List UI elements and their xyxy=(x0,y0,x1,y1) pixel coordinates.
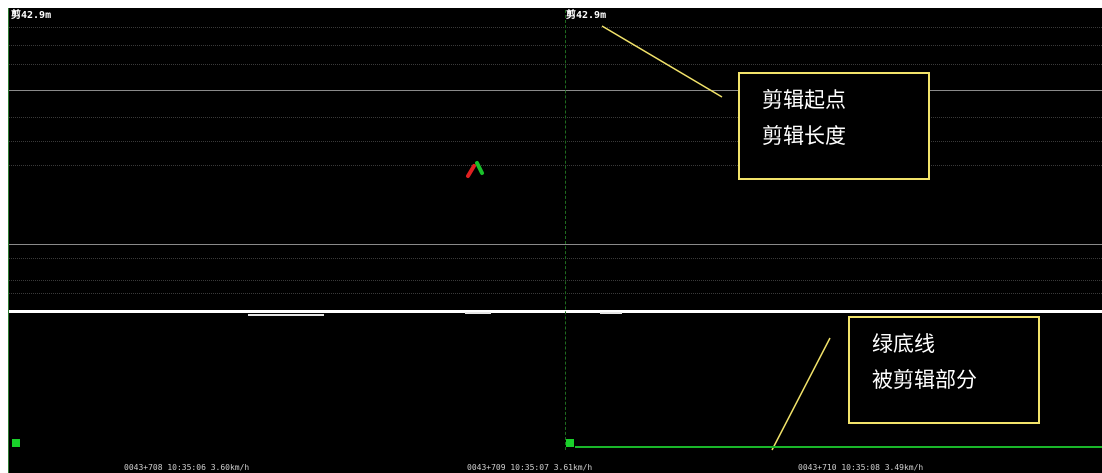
grid-line xyxy=(9,258,1102,259)
left-border xyxy=(0,0,8,473)
top-annotation-connector xyxy=(601,25,723,98)
annotation-line: 绿底线 xyxy=(872,332,935,356)
grid-line xyxy=(9,45,1102,46)
annotation-line: 被剪辑部分 xyxy=(872,368,977,392)
edit-length-label-right: 剪42.9m xyxy=(566,10,607,21)
edit-start-marker-line[interactable] xyxy=(565,10,566,450)
timeline-label: 0043+708 10:35:06 3.60km/h xyxy=(124,463,250,472)
annotation-line: 剪辑起点 xyxy=(762,88,846,112)
channel-separator xyxy=(9,244,1102,245)
grid-line xyxy=(9,293,1102,294)
rail-baseline xyxy=(9,310,1102,313)
green-square-marker-icon[interactable] xyxy=(566,439,574,447)
red-green-track-marker-icon[interactable] xyxy=(462,158,488,180)
timeline-label: 0043+710 10:35:08 3.49km/h xyxy=(798,463,924,472)
grid-line xyxy=(9,27,1102,28)
rail-baseline-segment xyxy=(465,312,491,314)
edit-start-annotation: 剪辑起点 剪辑长度 xyxy=(738,72,930,180)
timeline-label: 0043+709 10:35:07 3.61km/h xyxy=(467,463,593,472)
rail-baseline-segment xyxy=(248,314,324,316)
annotation-line: 剪辑长度 xyxy=(762,124,846,148)
edited-section-annotation: 绿底线 被剪辑部分 xyxy=(848,316,1040,424)
rail-baseline-segment xyxy=(600,312,622,314)
edited-section-underline[interactable] xyxy=(575,446,1102,448)
top-border xyxy=(0,0,1102,8)
grid-line xyxy=(9,280,1102,281)
green-square-marker-icon[interactable] xyxy=(12,439,20,447)
left-guide-line xyxy=(8,8,9,473)
channel-separator xyxy=(9,90,1102,91)
grid-line xyxy=(9,64,1102,65)
grid-line xyxy=(9,141,1102,142)
edit-length-label-left: 剪42.9m xyxy=(11,10,52,21)
grid-line xyxy=(9,165,1102,166)
bottom-annotation-connector xyxy=(771,337,831,451)
grid-line xyxy=(9,117,1102,118)
